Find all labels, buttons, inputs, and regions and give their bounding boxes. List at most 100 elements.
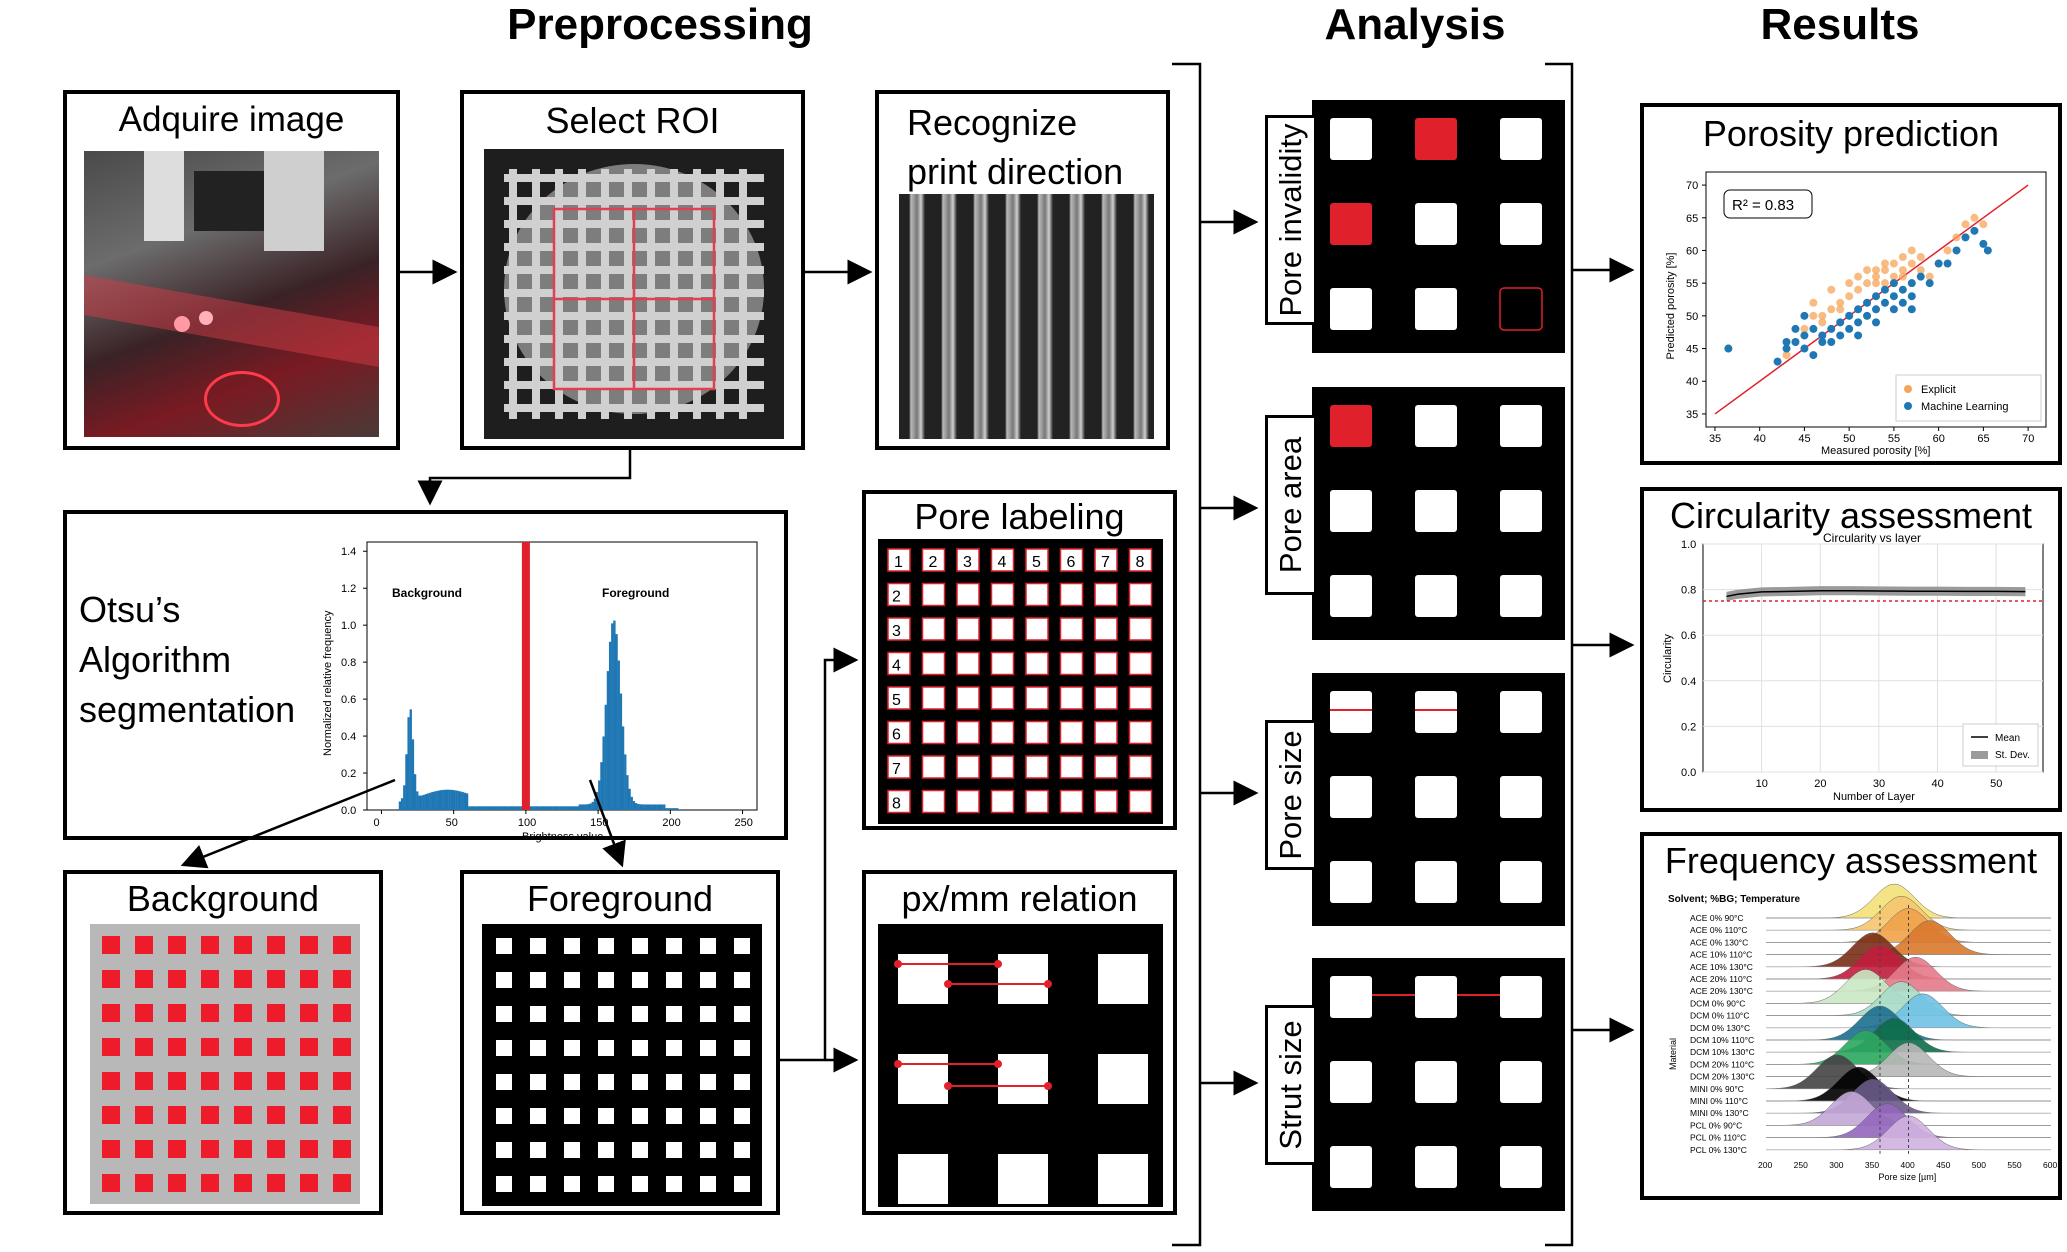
frequency-ridge [1766, 1042, 2051, 1077]
pore [1415, 490, 1457, 532]
otsu-ytick: 1.4 [341, 546, 356, 558]
porosity-scatter-chart: 35 40 45 50 55 60 65 70 35 40 45 50 55 60 65 70 Measured… [1665, 171, 2047, 457]
porosity-point [1889, 305, 1898, 314]
porosity-point [1970, 213, 1979, 222]
otsu-bar [602, 736, 605, 810]
otsu-bar [452, 790, 456, 810]
porosity-point [1809, 351, 1818, 360]
otsu-bar [537, 806, 540, 810]
pore-label-number: 6 [892, 727, 901, 744]
pore [1330, 1146, 1372, 1188]
frequency-category-label: ACE 20% 130°C [1690, 986, 1753, 996]
pxmm-graphic [894, 954, 1148, 1204]
porosity-point [1818, 338, 1827, 346]
label-pore-invalidity: Pore invalidity [1265, 115, 1317, 325]
circularity-xtick: 20 [1814, 778, 1826, 790]
frequency-category-label: ACE 0% 130°C [1690, 937, 1748, 947]
pore [1500, 118, 1542, 160]
porosity-point [1916, 272, 1925, 281]
porosity-point [1907, 305, 1916, 314]
otsu-bar [669, 808, 672, 810]
frequency-ridge [1766, 1115, 2051, 1151]
otsu-ytick: 1.0 [341, 620, 356, 632]
pore [1415, 976, 1457, 1018]
porosity-point [1809, 298, 1818, 307]
circularity-stdev-band [1726, 586, 2026, 601]
otsu-bar [585, 804, 588, 810]
otsu-bar [598, 780, 601, 810]
porosity-point [1782, 344, 1791, 353]
panel-otsu: Otsu’s Algorithm segmentation 0.0 0.2 0.4 0… [63, 510, 788, 843]
header-preprocessing: Preprocessing [507, 0, 813, 49]
pore [1415, 1061, 1457, 1103]
otsu-bar [548, 806, 551, 810]
frequency-ylabel: Material [1668, 1038, 1678, 1070]
label-strut-size: Strut size [1265, 1005, 1317, 1165]
pore-label-number: 5 [1032, 554, 1041, 571]
otsu-bar [654, 804, 657, 810]
otsu-ytick: 1.2 [341, 583, 356, 595]
frequency-category-label: DCM 10% 130°C [1690, 1047, 1755, 1057]
otsu-bar [660, 804, 664, 810]
otsu-bar [608, 641, 612, 810]
porosity-point [1863, 311, 1872, 320]
otsu-bar [535, 806, 538, 810]
otsu-bar [463, 792, 467, 810]
otsu-bar [650, 804, 653, 810]
otsu-bar [474, 806, 477, 810]
pore [1330, 776, 1372, 818]
otsu-bar [476, 806, 480, 810]
circularity-legend-sd: St. Dev. [1995, 750, 2030, 761]
porosity-r2-text: R² = 0.83 [1732, 197, 1794, 214]
porosity-point [1872, 292, 1880, 301]
porosity-point [1809, 311, 1818, 320]
otsu-bar [552, 806, 555, 810]
pxmm-image [878, 924, 1163, 1207]
pore [1330, 118, 1372, 160]
porosity-ytick: 50 [1686, 311, 1698, 323]
otsu-bar [591, 801, 594, 810]
otsu-bar [600, 762, 603, 810]
pore [1500, 1061, 1542, 1103]
porosity-point [1880, 285, 1889, 294]
otsu-bar [615, 634, 618, 810]
pore [1500, 861, 1542, 903]
frequency-xtick: 400 [1901, 1160, 1915, 1170]
otsu-bar [515, 806, 519, 810]
frequency-category-label: DCM 0% 130°C [1690, 1023, 1750, 1033]
otsu-bar [455, 790, 458, 810]
frequency-category-label: PCL 0% 110°C [1690, 1133, 1746, 1143]
otsu-bar [468, 806, 471, 810]
porosity-ytick: 35 [1686, 409, 1698, 421]
otsu-bar [604, 704, 607, 810]
otsu-bar [630, 796, 633, 810]
otsu-bar [448, 789, 451, 810]
frequency-category-label: ACE 0% 90°C [1690, 913, 1743, 923]
circularity-xtick: 30 [1873, 778, 1885, 790]
otsu-label-2: Algorithm [79, 639, 232, 680]
otsu-ylabel: Normalized relative frequency [322, 610, 334, 756]
otsu-bar [403, 785, 406, 810]
panel-pxmm: px/mm relation [862, 870, 1177, 1215]
frequency-category-label: DCM 0% 110°C [1690, 1011, 1749, 1021]
otsu-bar [533, 806, 536, 810]
otsu-bar [554, 806, 558, 810]
pore [1330, 691, 1372, 733]
porosity-point [1889, 272, 1898, 281]
otsu-bar [409, 709, 412, 810]
porosity-legend [1895, 374, 2042, 422]
roi-image [484, 149, 784, 439]
otsu-ytick: 0.2 [341, 768, 356, 780]
porosity-point [1916, 266, 1925, 275]
otsu-bar [481, 806, 484, 810]
frequency-category-label: MINI 0% 110°C [1690, 1096, 1748, 1106]
otsu-bar [426, 793, 430, 810]
otsu-bar [639, 804, 642, 810]
otsu-bar [422, 794, 425, 810]
panel-circularity: Circularity assessment Circularity vs la… [1640, 487, 2062, 812]
porosity-point [1943, 259, 1952, 268]
otsu-bar [446, 789, 449, 810]
otsu-background-label: Background [392, 586, 462, 600]
otsu-bar [637, 803, 640, 810]
otsu-bar [673, 808, 677, 810]
